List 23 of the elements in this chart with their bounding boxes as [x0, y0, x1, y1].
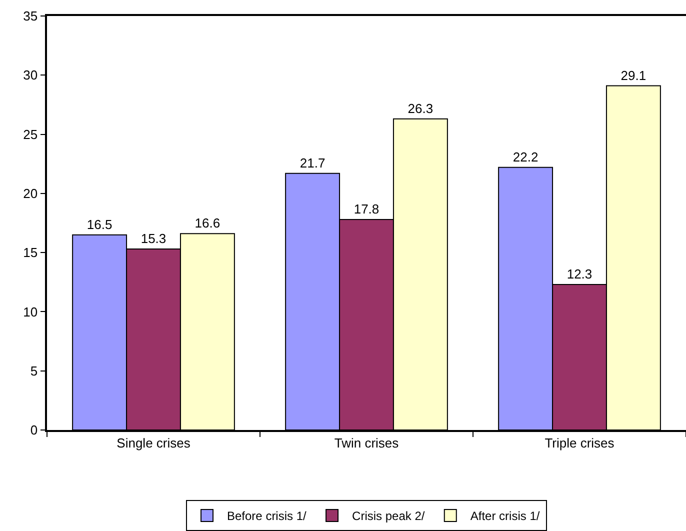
data-label: 22.2	[512, 149, 538, 164]
y-tick-label: 5	[30, 363, 38, 378]
data-label: 29.1	[620, 68, 646, 83]
data-label: 16.5	[86, 216, 112, 232]
x-tick-label: Single crises	[116, 435, 191, 450]
x-tick-label: Triple crises	[544, 435, 615, 450]
y-tick-label: 25	[23, 126, 38, 142]
y-tick-label: 20	[23, 186, 38, 201]
x-tick-label: Twin crises	[334, 435, 400, 450]
data-label: 17.8	[354, 201, 380, 216]
data-label: 16.6	[194, 216, 220, 231]
data-label: 15.3	[140, 231, 166, 246]
y-tick-label: 30	[23, 68, 38, 83]
y-tick-label: 35	[23, 8, 38, 24]
legend-label: Crisis peak 2/	[352, 509, 426, 524]
y-tick-label: 15	[23, 245, 38, 260]
data-label: 26.3	[408, 100, 434, 116]
legend-label: Before crisis 1/	[227, 509, 308, 524]
data-label: 21.7	[300, 155, 326, 170]
y-tick-label: 0	[30, 422, 38, 438]
legend-label: After crisis 1/	[470, 509, 540, 524]
data-label: 12.3	[566, 266, 592, 282]
y-tick-label: 10	[23, 304, 38, 320]
